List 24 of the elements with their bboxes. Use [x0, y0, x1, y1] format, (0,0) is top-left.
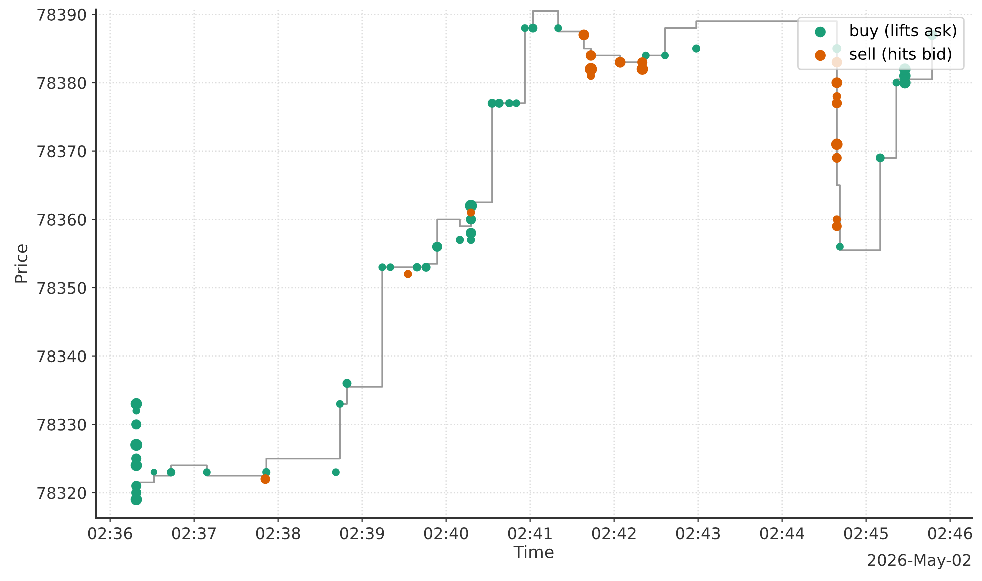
y-axis-title: Price	[14, 244, 28, 283]
legend-label: buy (lifts ask)	[850, 24, 956, 40]
y-tick-label: 78320	[38, 487, 86, 500]
y-tick-label: 78350	[38, 282, 86, 294]
x-tick-label: 02:38	[256, 528, 300, 540]
y-tick-label: 78360	[38, 214, 86, 226]
legend-label: sell (hits bid)	[850, 48, 952, 62]
x-tick-label: 02:37	[172, 528, 216, 540]
x-tick-label: 02:46	[928, 528, 972, 540]
x-tick-label: 02:44	[760, 528, 804, 540]
x-tick-label: 02:39	[340, 528, 384, 540]
y-tick-label: 78380	[38, 77, 86, 90]
x-axis-title: Time	[514, 546, 554, 558]
x-tick-label: 02:41	[508, 528, 552, 540]
y-tick-label: 78340	[38, 350, 86, 363]
y-tick-label: 78390	[38, 8, 86, 21]
x-tick-label: 02:45	[844, 528, 888, 540]
x-tick-label: 02:43	[676, 528, 720, 540]
y-tick-label: 78330	[38, 418, 86, 431]
x-tick-label: 02:40	[424, 528, 468, 540]
text: 2026-May-02	[868, 554, 971, 570]
x-tick-label: 02:42	[592, 528, 636, 540]
x-tick-label: 02:36	[88, 528, 132, 540]
y-tick-label: 78370	[38, 146, 86, 158]
